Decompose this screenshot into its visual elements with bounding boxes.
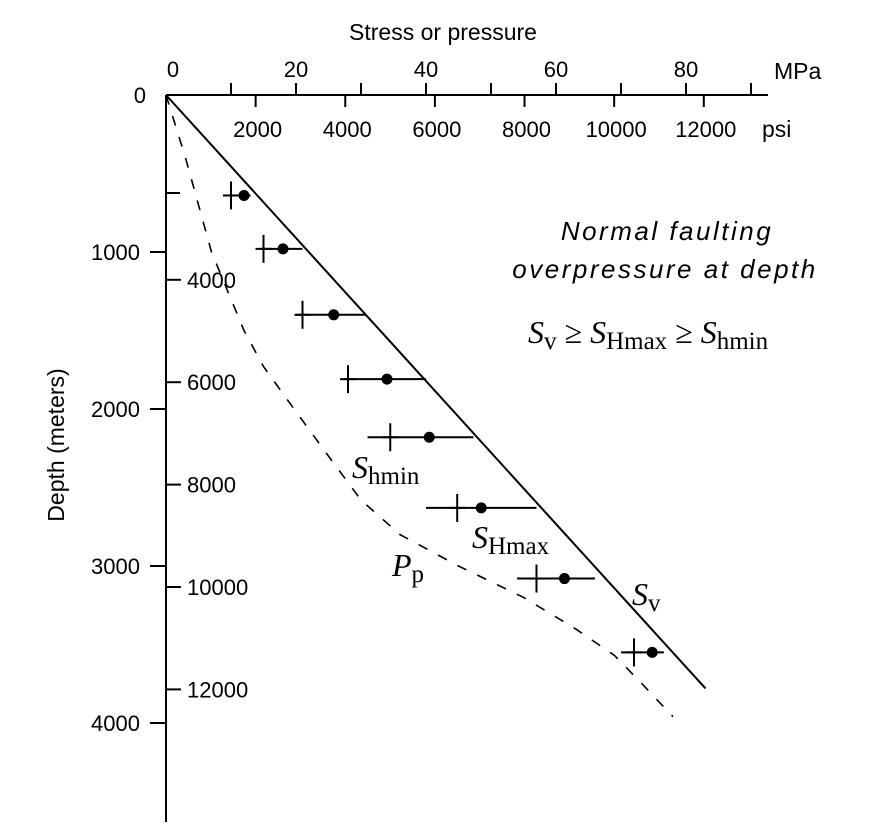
shmax-marker	[423, 431, 435, 443]
shmax-marker	[646, 646, 658, 658]
y-tick-label-meters: 3000	[91, 554, 140, 579]
series-label-sub: v	[648, 590, 661, 617]
x-tick-label-psi: 8000	[502, 117, 551, 142]
x-ticks-psi: 2000 4000 6000 8000 10000 12000	[233, 95, 736, 142]
y-tick-label-meters: 0	[134, 83, 146, 108]
series-label-main: S	[472, 519, 488, 555]
series-label-sv: Sv	[632, 576, 661, 617]
x-unit-psi: psi	[762, 116, 791, 142]
y-tick-label-feet: 6000	[187, 370, 236, 395]
series-label-shmin: Shmin	[352, 449, 420, 490]
x-tick-label-psi: 12000	[675, 117, 736, 142]
markers	[223, 181, 658, 667]
relation-term-main: S	[590, 314, 606, 350]
regime-title-line1: Normal faulting	[561, 216, 773, 246]
y-tick-label-feet: 10000	[187, 575, 248, 600]
stress-relation: Sv ≥ SHmax ≥ Shmin	[528, 314, 769, 355]
x-tick-label-mpa: 40	[414, 57, 438, 82]
shmax-marker	[558, 573, 570, 585]
x-tick-label-mpa: 80	[674, 57, 698, 82]
y-axis-title: Depth (meters)	[43, 368, 69, 521]
relation-term-sub: Hmax	[606, 328, 668, 355]
x-tick-label-psi: 10000	[586, 117, 647, 142]
y-tick-label-meters: 4000	[91, 711, 140, 736]
x-tick-label-mpa: 20	[284, 57, 308, 82]
x-tick-label-psi: 2000	[233, 117, 282, 142]
x-axis-title: Stress or pressure	[349, 19, 537, 45]
shmax-marker	[328, 309, 340, 321]
relation-term-sub: v	[544, 328, 557, 355]
y-tick-label-feet: 4000	[187, 268, 236, 293]
series-label-sub: hmin	[368, 463, 420, 490]
x-tick-label-psi: 6000	[412, 117, 461, 142]
series-label-main: P	[391, 547, 412, 583]
series-label-main: S	[632, 576, 648, 612]
regime-title-line2: overpressure at depth	[512, 254, 817, 284]
series-label-shmax: SHmax	[472, 519, 550, 560]
y-tick-label-feet: 12000	[187, 677, 248, 702]
relation-term-sub: hmin	[717, 328, 769, 355]
series-label-pp: Pp	[391, 547, 424, 588]
axes	[165, 94, 768, 822]
series-label-sub: p	[412, 561, 425, 588]
y-tick-label-meters: 1000	[91, 240, 140, 265]
series-lines	[165, 94, 707, 718]
series-line-sv	[165, 94, 707, 690]
x-ticks-mpa: 0 20 40 60 80	[167, 57, 752, 95]
series-line-pp	[165, 94, 674, 718]
relation-operator: ≥	[557, 314, 591, 350]
shmax-marker	[277, 243, 289, 255]
x-tick-label-mpa: 0	[167, 57, 179, 82]
x-tick-label-mpa: 60	[544, 57, 568, 82]
x-unit-mpa: MPa	[774, 58, 822, 84]
y-tick-label-meters: 2000	[91, 397, 140, 422]
relation-operator: ≥	[667, 314, 701, 350]
relation-term-main: S	[701, 314, 717, 350]
y-ticks-meters: 0 1000 2000 3000 4000	[91, 83, 180, 736]
shmax-marker	[381, 373, 393, 385]
x-tick-label-psi: 4000	[323, 117, 372, 142]
y-ticks-feet: 4000 6000 8000 10000 12000	[166, 268, 248, 702]
y-tick-label-feet: 8000	[187, 473, 236, 498]
shmax-marker	[238, 189, 250, 201]
shmax-marker	[475, 502, 487, 514]
series-label-sub: Hmax	[488, 533, 550, 560]
series-label-main: S	[352, 449, 368, 485]
relation-term-main: S	[528, 314, 544, 350]
